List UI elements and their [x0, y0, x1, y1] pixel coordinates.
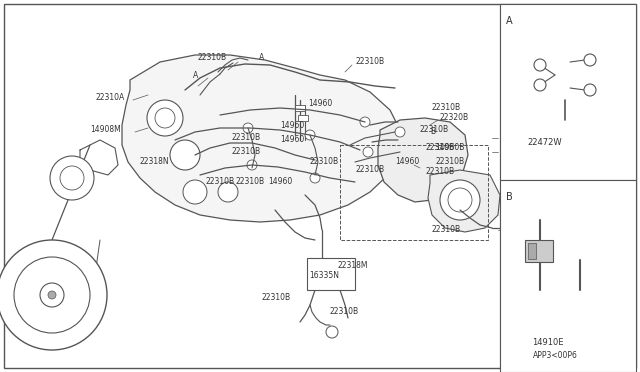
Circle shape — [147, 100, 183, 136]
Text: 22472W: 22472W — [528, 138, 563, 147]
Text: 22318M: 22318M — [338, 260, 369, 269]
Text: 16335N: 16335N — [309, 270, 339, 279]
Circle shape — [305, 130, 315, 140]
Circle shape — [310, 173, 320, 183]
Circle shape — [247, 160, 257, 170]
Circle shape — [326, 326, 338, 338]
Text: 14960: 14960 — [268, 177, 292, 186]
Circle shape — [14, 257, 90, 333]
Circle shape — [395, 127, 405, 137]
Circle shape — [48, 291, 56, 299]
Circle shape — [440, 180, 480, 220]
Circle shape — [360, 117, 370, 127]
Bar — [340, 145, 488, 240]
Text: 22318N: 22318N — [140, 157, 170, 167]
Circle shape — [218, 182, 238, 202]
Bar — [500, 4, 636, 180]
Text: 22310B: 22310B — [425, 144, 454, 153]
Circle shape — [243, 123, 253, 133]
Polygon shape — [428, 170, 500, 232]
Text: 14960: 14960 — [308, 99, 332, 108]
Text: 22310B: 22310B — [205, 177, 234, 186]
Circle shape — [534, 79, 546, 91]
Text: 22320B: 22320B — [440, 113, 469, 122]
Circle shape — [584, 54, 596, 66]
Text: 22310B: 22310B — [435, 157, 464, 167]
Text: 22310B: 22310B — [232, 134, 261, 142]
Circle shape — [170, 140, 200, 170]
Text: B: B — [430, 128, 435, 137]
Text: A: A — [259, 54, 264, 62]
Text: 22310B: 22310B — [355, 166, 384, 174]
Bar — [525, 240, 553, 262]
Text: 14908M: 14908M — [90, 125, 121, 135]
Circle shape — [40, 283, 64, 307]
Polygon shape — [378, 118, 468, 202]
Circle shape — [534, 59, 546, 71]
Circle shape — [363, 147, 373, 157]
Circle shape — [155, 108, 175, 128]
Text: 14960: 14960 — [395, 157, 419, 167]
Text: 14910E: 14910E — [532, 338, 564, 347]
Circle shape — [584, 84, 596, 96]
Bar — [500, 180, 636, 372]
Text: 22310B: 22310B — [235, 177, 264, 186]
Circle shape — [448, 188, 472, 212]
Text: A: A — [506, 16, 513, 26]
Bar — [295, 105, 305, 111]
Text: B: B — [506, 192, 513, 202]
Polygon shape — [122, 55, 400, 222]
Text: A: A — [193, 71, 198, 80]
Text: 22310B: 22310B — [432, 225, 461, 234]
Text: 22310B: 22310B — [262, 294, 291, 302]
Circle shape — [0, 240, 107, 350]
Text: 22310B: 22310B — [310, 157, 339, 167]
Text: 22310B: 22310B — [232, 148, 261, 157]
Text: 22310B: 22310B — [425, 167, 454, 176]
Text: 14960: 14960 — [280, 121, 304, 129]
Text: 22310B: 22310B — [355, 58, 384, 67]
Text: 22310B: 22310B — [330, 308, 359, 317]
Text: 14960B: 14960B — [435, 144, 465, 153]
Bar — [528, 243, 536, 259]
Text: 22310B: 22310B — [432, 103, 461, 112]
Text: 14960: 14960 — [280, 135, 304, 144]
Text: 22310B: 22310B — [197, 54, 227, 62]
Circle shape — [183, 180, 207, 204]
Text: 22310A: 22310A — [95, 93, 124, 103]
Circle shape — [50, 156, 94, 200]
Circle shape — [60, 166, 84, 190]
Bar — [298, 115, 308, 121]
Text: APP3<00P6: APP3<00P6 — [532, 351, 577, 360]
Bar — [307, 258, 355, 290]
Text: 22310B: 22310B — [420, 125, 449, 135]
